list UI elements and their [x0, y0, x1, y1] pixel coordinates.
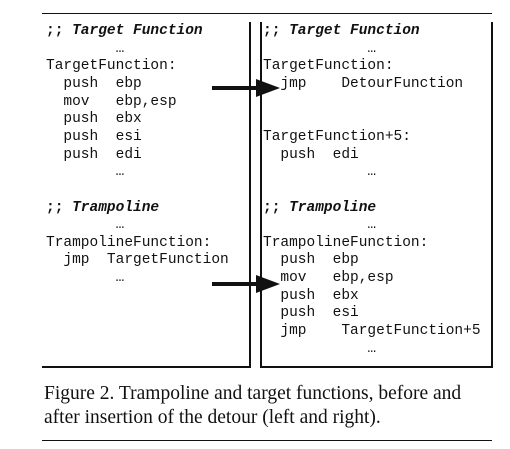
code-line: … — [46, 164, 125, 181]
code-line: mov ebp,esp — [263, 270, 394, 287]
bottom-rule — [42, 440, 492, 441]
section-heading: ;; Target Function — [263, 23, 420, 40]
code-line: TargetFunction: — [263, 58, 394, 75]
left-panel-right-border — [249, 22, 251, 368]
code-line: … — [263, 40, 377, 57]
section-heading: ;; Target Function — [46, 23, 203, 40]
code-line: … — [263, 340, 377, 357]
comment-marker: ;; — [46, 23, 73, 39]
comment-marker: ;; — [46, 199, 73, 216]
code-line: … — [46, 40, 125, 57]
code-line: jmp TargetFunction+5 — [263, 323, 481, 340]
code-line: TargetFunction+5: — [263, 128, 411, 145]
code-line: … — [46, 270, 125, 287]
code-line: push ebp — [263, 252, 359, 269]
right-panel-bottom-border — [260, 366, 493, 368]
code-line: TrampolineFunction: — [263, 234, 429, 251]
comment-marker: ;; — [263, 199, 290, 216]
code-line: … — [263, 164, 377, 181]
section-title: Trampoline — [289, 199, 377, 216]
code-line: … — [263, 217, 377, 234]
right-panel-right-border — [491, 22, 493, 368]
section-title: Target Function — [72, 23, 203, 39]
right-panel-left-border — [260, 22, 262, 368]
code-line: push ebx — [46, 111, 142, 128]
left-panel-bottom-border — [42, 366, 251, 368]
figure-caption: Figure 2. Trampoline and target function… — [44, 383, 462, 428]
code-line: … — [46, 217, 125, 234]
section-title: Trampoline — [72, 199, 160, 216]
code-line: mov ebp,esp — [46, 93, 177, 110]
code-line: push esi — [263, 305, 359, 322]
code-line: TargetFunction: — [46, 58, 177, 75]
arrow-right-icon — [212, 79, 280, 97]
top-rule — [42, 13, 492, 14]
code-line: TrampolineFunction: — [46, 234, 212, 251]
section-heading: ;; Trampoline — [263, 200, 376, 217]
section-title: Target Function — [289, 23, 420, 39]
code-line: jmp DetourFunction — [263, 75, 464, 92]
section-heading: ;; Trampoline — [46, 200, 159, 217]
code-line: push ebx — [263, 287, 359, 304]
code-line: push ebp — [46, 75, 142, 92]
code-line: push esi — [46, 128, 142, 145]
comment-marker: ;; — [263, 23, 290, 39]
arrow-right-icon — [212, 275, 280, 293]
code-line: push edi — [46, 146, 142, 163]
code-line: jmp TargetFunction — [46, 252, 229, 269]
code-line: push edi — [263, 146, 359, 163]
